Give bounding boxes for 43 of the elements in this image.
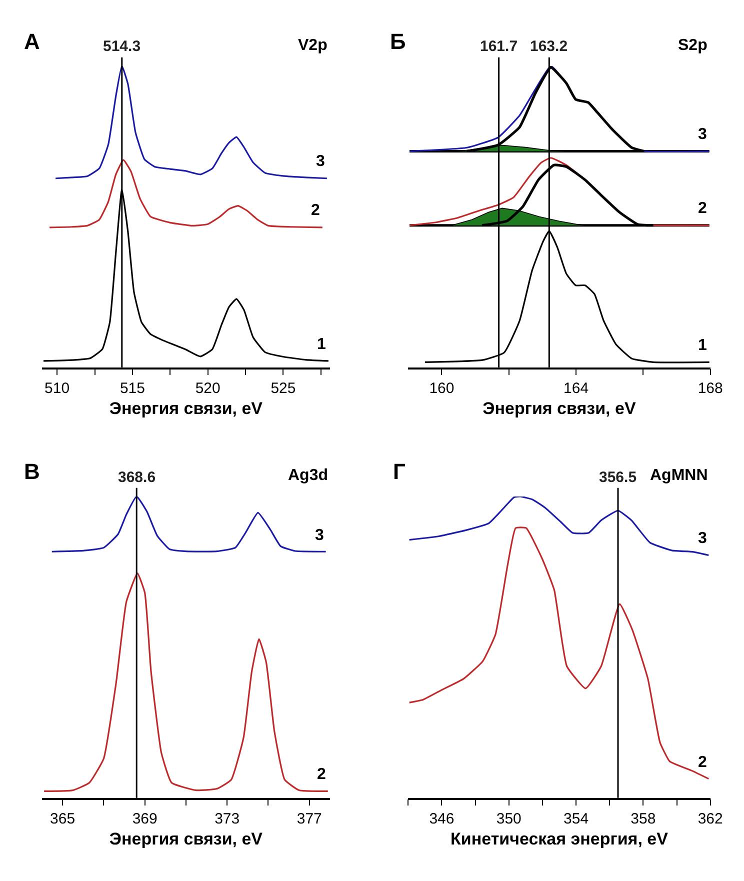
x-axis-title: Энергия связи, eV	[109, 829, 264, 848]
chart-subtitle: AgMNN	[650, 467, 708, 484]
x-tick-label: 168	[698, 380, 723, 398]
x-tick-label: 365	[50, 810, 76, 828]
ref-line-label: 161.7	[480, 38, 518, 55]
x-tick-label: 525	[270, 380, 296, 398]
x-tick-label: 515	[120, 380, 145, 398]
series-label: 2	[698, 754, 707, 771]
series-label: 3	[316, 153, 325, 170]
chart-title: Г	[393, 459, 406, 484]
series-label: 2	[311, 202, 320, 219]
series-label: 3	[698, 530, 707, 547]
chart-title: А	[24, 29, 40, 54]
x-tick-label: 369	[132, 810, 158, 828]
x-tick-label: 362	[698, 810, 723, 828]
x-tick-label: 520	[195, 380, 220, 398]
x-axis-title: Энергия связи, eV	[482, 398, 636, 418]
x-tick-label: 346	[429, 810, 454, 828]
chart-subtitle: S2p	[678, 37, 708, 54]
x-axis-title: Кинетическая энергия, eV	[450, 829, 669, 848]
series-label: 2	[698, 200, 707, 217]
x-tick-label: 377	[296, 810, 322, 828]
series-label: 1	[317, 336, 326, 353]
chart-title: В	[24, 459, 40, 484]
x-tick-label: 350	[496, 810, 522, 828]
chart-subtitle: V2p	[298, 37, 328, 54]
series-label: 1	[698, 337, 707, 354]
x-tick-label: 160	[429, 380, 454, 398]
x-tick-label: 164	[564, 380, 589, 398]
series-label: 2	[317, 766, 326, 783]
ref-line-label: 368.6	[118, 469, 156, 486]
x-tick-label: 373	[214, 810, 240, 828]
x-tick-label: 354	[564, 810, 589, 828]
chart-subtitle: Ag3d	[288, 467, 328, 484]
chart-title: Б	[390, 29, 406, 54]
ref-line-label: 514.3	[103, 38, 141, 55]
x-axis-title: Энергия связи, eV	[109, 398, 264, 418]
x-tick-label: 358	[630, 810, 656, 828]
series-label: 3	[315, 527, 324, 544]
ref-line-label: 163.2	[530, 38, 568, 55]
ref-line-label: 356.5	[599, 469, 637, 486]
x-tick-label: 510	[44, 380, 70, 398]
series-label: 3	[698, 126, 707, 143]
